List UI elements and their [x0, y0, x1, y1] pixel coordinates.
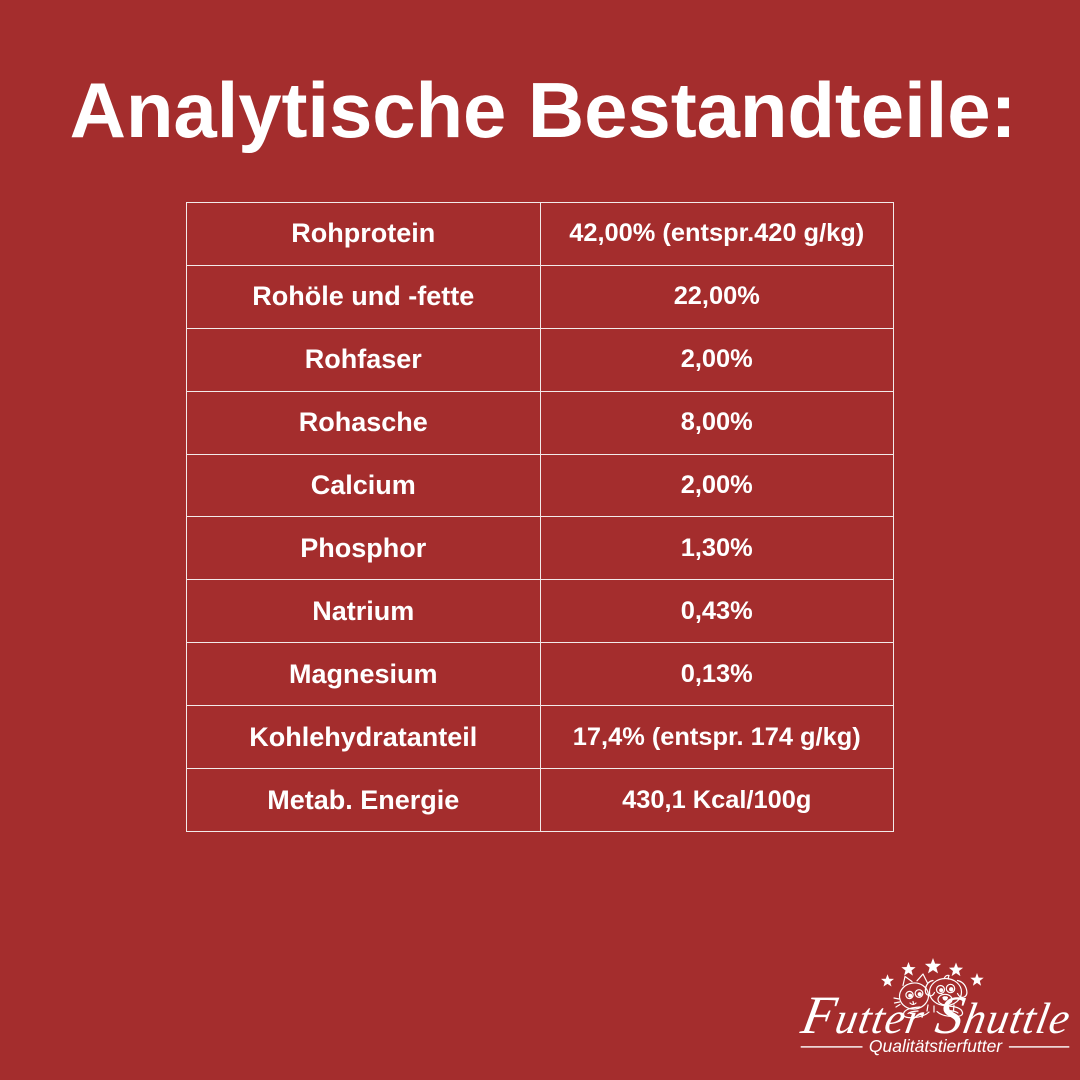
svg-text:Futter Shuttle: Futter Shuttle: [796, 984, 1076, 1044]
svg-text:Qualitätstierfutter: Qualitätstierfutter: [869, 1036, 1003, 1056]
